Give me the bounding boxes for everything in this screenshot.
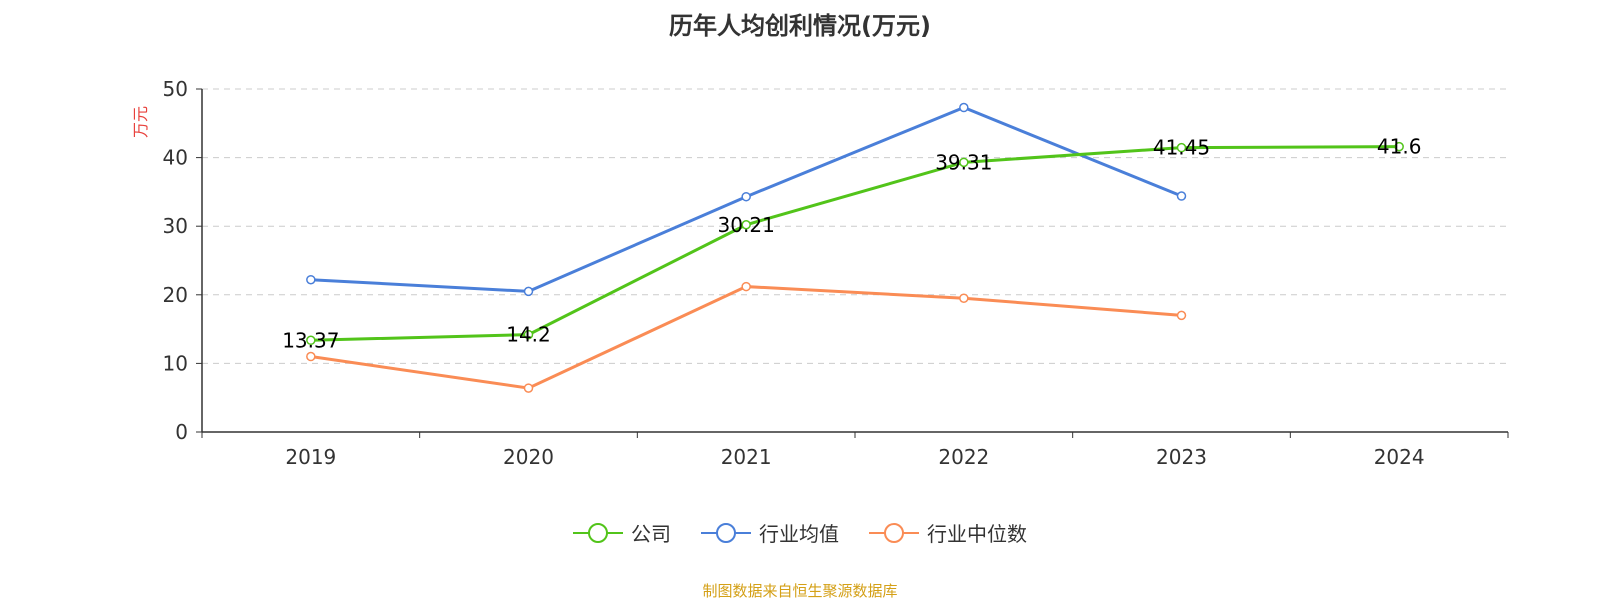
x-tick-label: 2020 xyxy=(503,445,554,469)
x-tick-label: 2023 xyxy=(1156,445,1207,469)
legend-label: 行业中位数 xyxy=(927,522,1027,546)
series-line xyxy=(310,145,1400,342)
legend-marker-icon xyxy=(701,522,751,543)
x-tick-label: 2019 xyxy=(285,445,336,469)
data-point xyxy=(1394,141,1404,152)
legend-circle xyxy=(588,522,608,543)
data-point xyxy=(959,157,969,168)
data-point xyxy=(306,274,316,285)
data-point xyxy=(306,351,316,362)
data-point xyxy=(523,329,534,340)
data-point xyxy=(959,102,969,113)
y-axis-label: 万元 xyxy=(131,106,150,138)
y-tick-label: 0 xyxy=(175,420,188,444)
data-point xyxy=(523,286,534,297)
data-point xyxy=(306,335,316,346)
data-label: 13.37 xyxy=(282,328,339,352)
chart-title: 历年人均创利情况(万元) xyxy=(669,12,931,40)
data-label: 41.45 xyxy=(1153,136,1210,160)
data-point xyxy=(959,293,969,303)
x-tick-label: 2022 xyxy=(938,445,989,469)
x-tick-label: 2024 xyxy=(1374,445,1425,469)
legend: 公司 行业均值 行业中位数 xyxy=(0,518,1600,547)
legend-item[interactable]: 行业中位数 xyxy=(869,518,1027,547)
legend-marker-icon xyxy=(573,522,623,543)
legend-marker-icon xyxy=(869,522,919,543)
data-point xyxy=(741,281,751,292)
x-tick-label: 2021 xyxy=(721,445,772,469)
legend-label: 行业均值 xyxy=(759,522,839,546)
data-label: 41.6 xyxy=(1377,135,1422,159)
y-tick-label: 10 xyxy=(163,351,188,375)
legend-label: 公司 xyxy=(631,522,671,546)
data-label: 30.21 xyxy=(718,213,775,237)
y-tick-label: 20 xyxy=(163,283,188,307)
y-tick-label: 50 xyxy=(163,77,188,101)
legend-circle xyxy=(716,522,736,543)
data-point xyxy=(1176,142,1187,153)
data-point xyxy=(1176,191,1187,201)
y-tick-label: 40 xyxy=(163,146,188,170)
data-point xyxy=(1176,310,1187,321)
data-point xyxy=(741,191,751,202)
source-note: 制图数据来自恒生聚源数据库 xyxy=(702,582,898,600)
y-tick-label: 30 xyxy=(163,214,188,238)
legend-item[interactable]: 行业均值 xyxy=(701,518,839,547)
data-label: 14.2 xyxy=(506,323,551,347)
data-point xyxy=(741,220,751,230)
legend-item[interactable]: 公司 xyxy=(573,518,671,547)
data-label: 39.31 xyxy=(935,150,992,174)
legend-circle xyxy=(884,522,904,543)
data-point xyxy=(523,383,534,393)
